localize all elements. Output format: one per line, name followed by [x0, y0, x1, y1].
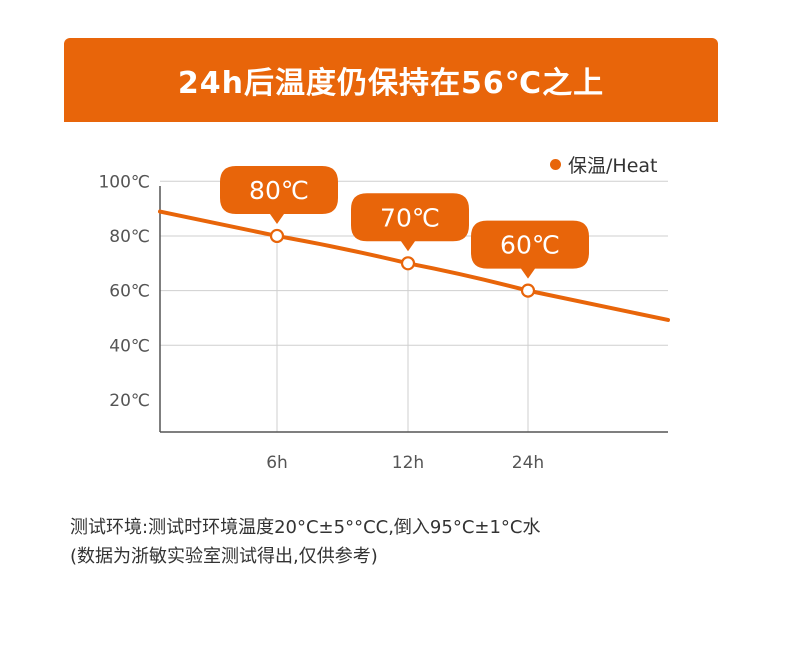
- x-tick-label: 6h: [266, 453, 288, 473]
- y-tick-label: 80℃: [109, 227, 150, 247]
- value-callout-bubble: [471, 220, 589, 279]
- x-tick-label: 24h: [512, 453, 544, 473]
- data-label: 60℃: [500, 231, 560, 260]
- chart-legend: 保温/Heat: [550, 152, 658, 177]
- data-point-marker: [400, 256, 416, 271]
- legend-dot-icon: [550, 158, 561, 170]
- value-callout-bubble: [220, 165, 338, 224]
- data-point-marker: [269, 228, 285, 244]
- legend-label: 保温/Heat: [568, 154, 658, 177]
- y-tick-label: 100℃: [98, 172, 150, 192]
- data-point-marker: [520, 283, 536, 298]
- x-tick-label: 12h: [392, 453, 424, 473]
- banner-title: 24h后温度仍保持在56℃之上: [177, 66, 605, 101]
- y-tick-label: 40℃: [109, 336, 150, 356]
- title-banner: 24h后温度仍保持在56℃之上: [64, 38, 718, 122]
- value-callout-bubble: [351, 193, 469, 252]
- test-disclaimer-note: (数据为浙敏实验室测试得出,仅供参考): [70, 546, 378, 567]
- test-condition-note: 测试环境:测试时环境温度20°C±5°°CC,倒入95°C±1°C水: [70, 517, 541, 538]
- y-tick-label: 20℃: [109, 391, 150, 411]
- data-label: 70℃: [380, 203, 440, 232]
- data-label: 80℃: [249, 176, 309, 205]
- y-tick-label: 60℃: [109, 282, 150, 302]
